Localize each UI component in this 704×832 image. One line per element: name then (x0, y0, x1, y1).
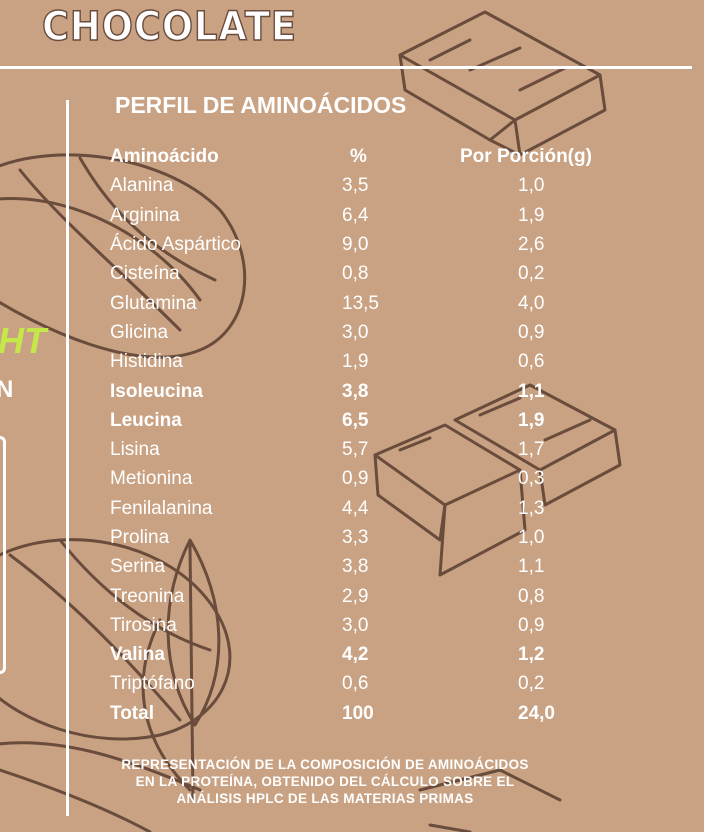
header-percent: % (342, 142, 460, 171)
cell-per-serving: 0,2 (460, 259, 650, 288)
cell-per-serving: 1,9 (460, 406, 650, 435)
table-row: Histidina 1,9 0,6 (110, 347, 650, 376)
table-row: Prolina 3,3 1,0 (110, 523, 650, 552)
chocolate-chunk-top-icon (400, 12, 605, 155)
cell-aminoacid: Triptófano (110, 669, 342, 698)
cell-percent: 1,9 (342, 347, 460, 376)
top-divider (0, 66, 692, 69)
table-row: Tirosina 3,0 0,9 (110, 611, 650, 640)
panel-title: PERFIL DE AMINOÁCIDOS (115, 92, 406, 119)
cell-percent: 6,4 (342, 201, 460, 230)
header-aminoacid: Aminoácido (110, 142, 342, 171)
header-per-serving: Por Porción(g) (460, 142, 650, 171)
cell-percent: 13,5 (342, 288, 460, 317)
cell-percent: 4,2 (342, 640, 460, 669)
cell-percent: 3,8 (342, 552, 460, 581)
table-row: Ácido Aspártico 9,0 2,6 (110, 230, 650, 259)
footnote-line: ANÁLISIS HPLC DE LAS MATERIAS PRIMAS (80, 790, 570, 807)
table-header-row: Aminoácido % Por Porción(g) (110, 142, 650, 171)
cell-aminoacid: Serina (110, 552, 342, 581)
cell-percent: 3,5 (342, 171, 460, 200)
footnote-line: REPRESENTACIÓN DE LA COMPOSICIÓN DE AMIN… (80, 756, 570, 773)
cell-per-serving: 0,6 (460, 347, 650, 376)
cell-per-serving: 4,0 (460, 288, 650, 317)
cell-aminoacid: Isoleucina (110, 376, 342, 405)
cell-per-serving: 1,7 (460, 435, 650, 464)
cell-aminoacid: Ácido Aspártico (110, 230, 342, 259)
table-row: Cisteína 0,8 0,2 (110, 259, 650, 288)
cell-aminoacid: Total (110, 699, 342, 728)
table-row: Lisina 5,7 1,7 (110, 435, 650, 464)
table-row: Fenilalanina 4,4 1,3 (110, 494, 650, 523)
cell-aminoacid: Alanina (110, 171, 342, 200)
cell-percent: 5,7 (342, 435, 460, 464)
cell-percent: 3,0 (342, 611, 460, 640)
cell-percent: 0,9 (342, 464, 460, 493)
cell-percent: 6,5 (342, 406, 460, 435)
cell-percent: 3,0 (342, 318, 460, 347)
table-row: Alanina 3,5 1,0 (110, 171, 650, 200)
table-row: Valina 4,2 1,2 (110, 640, 650, 669)
cell-per-serving: 1,1 (460, 376, 650, 405)
cell-aminoacid: Tirosina (110, 611, 342, 640)
cell-aminoacid: Lisina (110, 435, 342, 464)
cell-per-serving: 0,9 (460, 611, 650, 640)
cell-aminoacid: Fenilalanina (110, 494, 342, 523)
cell-aminoacid: Metionina (110, 464, 342, 493)
side-label: N (0, 376, 13, 404)
footnote-line: EN LA PROTEÍNA, OBTENIDO DEL CÁLCULO SOB… (80, 773, 570, 790)
table-row: Serina 3,8 1,1 (110, 552, 650, 581)
cell-per-serving: 0,3 (460, 464, 650, 493)
side-box-outline (0, 436, 6, 674)
table-row: Total 100 24,0 (110, 699, 650, 728)
cell-per-serving: 2,6 (460, 230, 650, 259)
cell-percent: 0,6 (342, 669, 460, 698)
footnote: REPRESENTACIÓN DE LA COMPOSICIÓN DE AMIN… (80, 756, 570, 807)
cell-aminoacid: Prolina (110, 523, 342, 552)
cell-percent: 2,9 (342, 581, 460, 610)
cell-percent: 0,8 (342, 259, 460, 288)
cell-per-serving: 0,2 (460, 669, 650, 698)
table-row: Arginina 6,4 1,9 (110, 201, 650, 230)
cell-per-serving: 0,8 (460, 581, 650, 610)
product-heading: CHOCOLATE (42, 4, 297, 50)
cell-aminoacid: Valina (110, 640, 342, 669)
cell-aminoacid: Leucina (110, 406, 342, 435)
table-body: Alanina 3,5 1,0 Arginina 6,4 1,9 Ácido Aspárti… (110, 171, 650, 728)
side-label-accent: HT (0, 320, 46, 362)
table-row: Metionina 0,9 0,3 (110, 464, 650, 493)
cell-percent: 100 (342, 699, 460, 728)
table-row: Glutamina 13,5 4,0 (110, 288, 650, 317)
cell-aminoacid: Glicina (110, 318, 342, 347)
table-row: Isoleucina 3,8 1,1 (110, 376, 650, 405)
table-row: Glicina 3,0 0,9 (110, 318, 650, 347)
cell-per-serving: 24,0 (460, 699, 650, 728)
cell-aminoacid: Glutamina (110, 288, 342, 317)
table-row: Leucina 6,5 1,9 (110, 406, 650, 435)
cell-per-serving: 1,9 (460, 201, 650, 230)
cell-per-serving: 1,0 (460, 171, 650, 200)
cell-aminoacid: Arginina (110, 201, 342, 230)
cell-aminoacid: Treonina (110, 581, 342, 610)
cell-percent: 3,8 (342, 376, 460, 405)
cell-aminoacid: Cisteína (110, 259, 342, 288)
cell-percent: 4,4 (342, 494, 460, 523)
cell-percent: 9,0 (342, 230, 460, 259)
cell-per-serving: 1,2 (460, 640, 650, 669)
table-row: Triptófano 0,6 0,2 (110, 669, 650, 698)
cell-per-serving: 1,3 (460, 494, 650, 523)
table-row: Treonina 2,9 0,8 (110, 581, 650, 610)
cell-per-serving: 1,0 (460, 523, 650, 552)
amino-acid-table: Aminoácido % Por Porción(g) Alanina 3,5 1,… (110, 142, 650, 728)
cell-percent: 3,3 (342, 523, 460, 552)
cell-per-serving: 0,9 (460, 318, 650, 347)
vertical-divider (66, 100, 69, 816)
cell-per-serving: 1,1 (460, 552, 650, 581)
cell-aminoacid: Histidina (110, 347, 342, 376)
